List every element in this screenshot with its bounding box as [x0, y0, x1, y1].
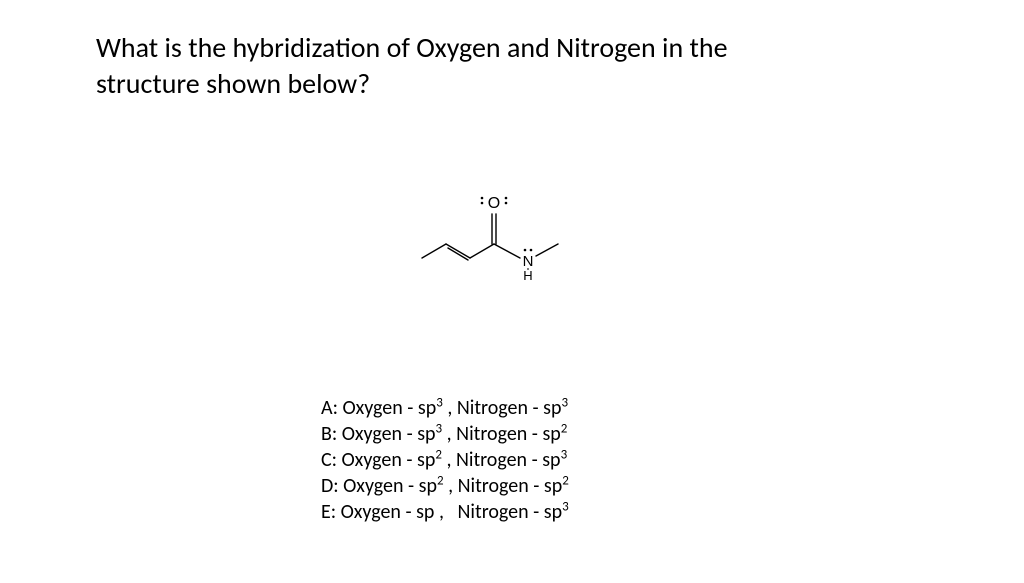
page: What is the hybridization of Oxygen and … — [0, 0, 1024, 583]
option-e: E: Oxygen - sp , Nitrogen - sp3 — [321, 499, 569, 525]
option-a: A: Oxygen - sp3 , Nitrogen - sp3 — [321, 395, 569, 421]
question-text: What is the hybridization of Oxygen and … — [96, 30, 964, 103]
question-line1: What is the hybridization of Oxygen and … — [96, 30, 728, 65]
oxygen-label: O — [488, 195, 500, 212]
option-d: D: Oxygen - sp2 , Nitrogen - sp2 — [321, 473, 569, 499]
option-c: C: Oxygen - sp2 , Nitrogen - sp3 — [321, 447, 569, 473]
answer-options: A: Oxygen - sp3 , Nitrogen - sp3 B: Oxyg… — [321, 395, 569, 525]
question-line2: structure shown below? — [96, 66, 370, 101]
option-b: B: Oxygen - sp3 , Nitrogen - sp2 — [321, 421, 569, 447]
nitrogen-h-label: H — [523, 268, 532, 283]
chemical-structure: O N H — [412, 190, 612, 300]
